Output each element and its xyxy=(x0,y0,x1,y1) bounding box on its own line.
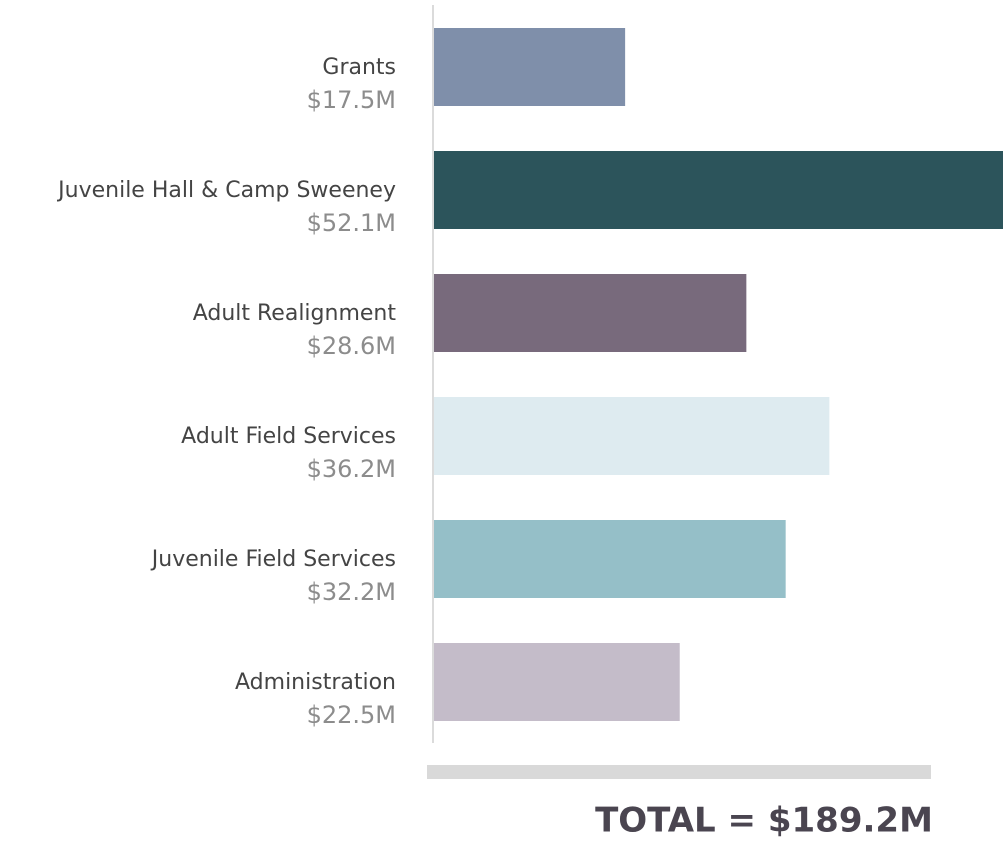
total-bar xyxy=(427,765,931,779)
bar xyxy=(434,520,786,598)
bar xyxy=(434,28,626,106)
value-label: $32.2M xyxy=(307,578,396,606)
category-label: Juvenile Field Services xyxy=(150,547,396,572)
category-label: Administration xyxy=(235,670,396,695)
total-label: TOTAL = $189.2M xyxy=(595,801,933,841)
bar xyxy=(434,643,680,721)
value-label: $28.6M xyxy=(307,332,396,360)
category-label: Adult Field Services xyxy=(181,424,396,449)
value-label: $36.2M xyxy=(307,455,396,483)
category-label: Juvenile Hall & Camp Sweeney xyxy=(56,178,396,203)
category-label: Adult Realignment xyxy=(193,301,397,326)
value-label: $52.1M xyxy=(307,209,396,237)
bar xyxy=(434,151,1003,229)
bar xyxy=(434,274,747,352)
category-label: Grants xyxy=(322,55,396,80)
value-label: $17.5M xyxy=(307,86,396,114)
bar xyxy=(434,397,830,475)
value-label: $22.5M xyxy=(307,701,396,729)
